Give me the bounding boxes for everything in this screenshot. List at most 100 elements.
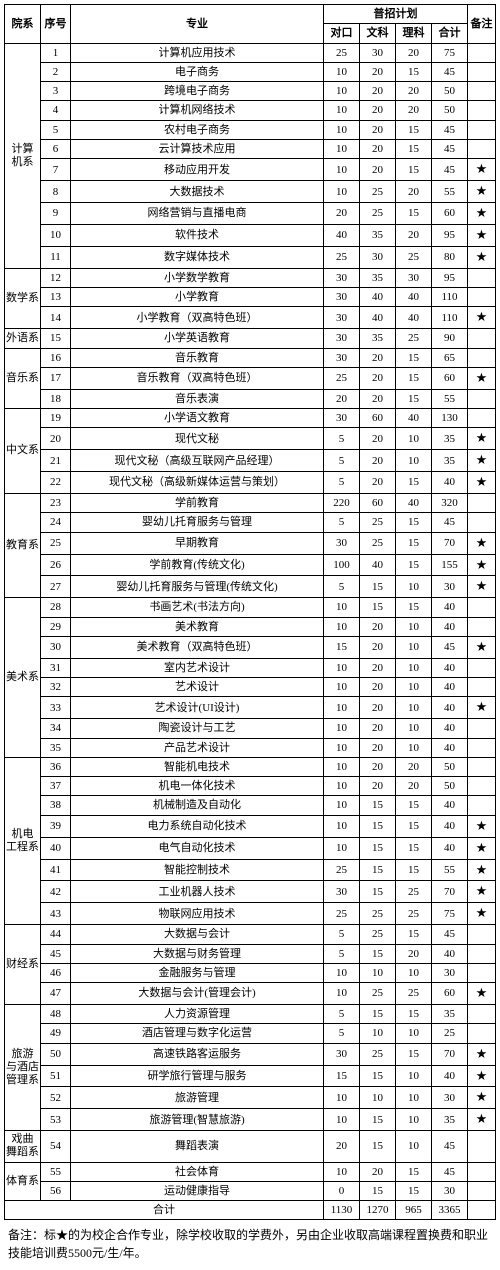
heji-cell: 35	[432, 1109, 468, 1131]
seq-cell: 3	[41, 82, 71, 101]
heji-cell: 40	[432, 837, 468, 859]
seq-cell: 48	[41, 1005, 71, 1024]
table-row: 56运动健康指导0151530	[5, 1181, 496, 1200]
heji-cell: 75	[432, 903, 468, 925]
table-row: 机电工程系36智能机电技术10202050	[5, 757, 496, 776]
like-cell: 15	[396, 1181, 432, 1200]
note-cell	[468, 1131, 496, 1162]
major-cell: 旅游管理(智慧旅游)	[71, 1109, 324, 1131]
major-cell: 研学旅行管理与服务	[71, 1065, 324, 1087]
major-cell: 云计算技术应用	[71, 140, 324, 159]
like-cell: 15	[396, 796, 432, 815]
heji-cell: 40	[432, 678, 468, 697]
duikou-cell: 30	[324, 268, 360, 287]
seq-cell: 4	[41, 101, 71, 120]
duikou-cell: 5	[324, 1005, 360, 1024]
major-cell: 美术教育（双高特色班）	[71, 636, 324, 658]
table-row: 30美术教育（双高特色班）15201045★	[5, 636, 496, 658]
like-cell: 15	[396, 815, 432, 837]
duikou-cell: 25	[324, 859, 360, 881]
heji-cell: 40	[432, 1065, 468, 1087]
duikou-cell: 10	[324, 617, 360, 636]
like-cell: 15	[396, 472, 432, 494]
table-row: 25早期教育30251570★	[5, 532, 496, 554]
wenke-cell: 15	[360, 881, 396, 903]
seq-cell: 7	[41, 159, 71, 181]
heji-cell: 45	[432, 636, 468, 658]
wenke-cell: 25	[360, 903, 396, 925]
duikou-cell: 5	[324, 428, 360, 450]
note-cell	[468, 494, 496, 513]
major-cell: 美术教育	[71, 617, 324, 636]
dept-cell: 体育系	[5, 1162, 41, 1201]
wenke-cell: 60	[360, 494, 396, 513]
seq-cell: 32	[41, 678, 71, 697]
table-row: 38机械制造及自动化10151540	[5, 796, 496, 815]
dept-cell: 数学系	[5, 268, 41, 328]
dept-cell: 计算机系	[5, 43, 41, 268]
major-cell: 大数据与会计(管理会计)	[71, 983, 324, 1005]
table-row: 财经系44大数据与会计5251545	[5, 925, 496, 944]
major-cell: 网络营销与直播电商	[71, 203, 324, 225]
table-row: 39电力系统自动化技术10151540★	[5, 815, 496, 837]
table-row: 体育系55社会体育10201545	[5, 1162, 496, 1181]
like-cell: 10	[396, 963, 432, 982]
note-cell: ★	[468, 181, 496, 203]
seq-cell: 24	[41, 513, 71, 532]
major-cell: 大数据与财务管理	[71, 944, 324, 963]
dept-cell: 音乐系	[5, 348, 41, 408]
seq-cell: 21	[41, 450, 71, 472]
dept-cell: 外语系	[5, 329, 41, 348]
seq-cell: 43	[41, 903, 71, 925]
seq-cell: 23	[41, 494, 71, 513]
note-cell: ★	[468, 203, 496, 225]
seq-cell: 30	[41, 636, 71, 658]
wenke-cell: 25	[360, 532, 396, 554]
duikou-cell: 5	[324, 1024, 360, 1043]
like-cell: 40	[396, 409, 432, 428]
like-cell: 10	[396, 576, 432, 598]
note-cell	[468, 1024, 496, 1043]
major-cell: 学前教育(传统文化)	[71, 554, 324, 576]
wenke-cell: 20	[360, 140, 396, 159]
heji-cell: 95	[432, 268, 468, 287]
heji-cell: 40	[432, 658, 468, 677]
major-cell: 智能机电技术	[71, 757, 324, 776]
major-cell: 工业机器人技术	[71, 881, 324, 903]
major-cell: 小学教育	[71, 288, 324, 307]
major-cell: 现代文秘（高级互联网产品经理）	[71, 450, 324, 472]
like-cell: 15	[396, 1043, 432, 1065]
note-cell: ★	[468, 554, 496, 576]
wenke-cell: 20	[360, 428, 396, 450]
wenke-cell: 20	[360, 636, 396, 658]
wenke-cell: 15	[360, 598, 396, 617]
duikou-cell: 100	[324, 554, 360, 576]
seq-cell: 42	[41, 881, 71, 903]
major-cell: 陶瓷设计与工艺	[71, 719, 324, 738]
header-duikou: 对口	[324, 24, 360, 43]
seq-cell: 56	[41, 1181, 71, 1200]
major-cell: 现代文秘	[71, 428, 324, 450]
heji-cell: 55	[432, 389, 468, 408]
seq-cell: 37	[41, 777, 71, 796]
total-c: 965	[396, 1201, 432, 1220]
duikou-cell: 10	[324, 983, 360, 1005]
note-cell	[468, 82, 496, 101]
major-cell: 酒店管理与数字化运营	[71, 1024, 324, 1043]
seq-cell: 8	[41, 181, 71, 203]
heji-cell: 45	[432, 925, 468, 944]
like-cell: 40	[396, 307, 432, 329]
heji-cell: 30	[432, 1181, 468, 1200]
total-note	[468, 1201, 496, 1220]
wenke-cell: 20	[360, 658, 396, 677]
wenke-cell: 35	[360, 225, 396, 247]
heji-cell: 45	[432, 513, 468, 532]
note-cell	[468, 329, 496, 348]
duikou-cell: 15	[324, 636, 360, 658]
note-cell: ★	[468, 983, 496, 1005]
table-row: 18音乐表演20201555	[5, 389, 496, 408]
like-cell: 10	[396, 697, 432, 719]
note-cell: ★	[468, 532, 496, 554]
like-cell: 15	[396, 859, 432, 881]
note-cell: ★	[468, 1087, 496, 1109]
